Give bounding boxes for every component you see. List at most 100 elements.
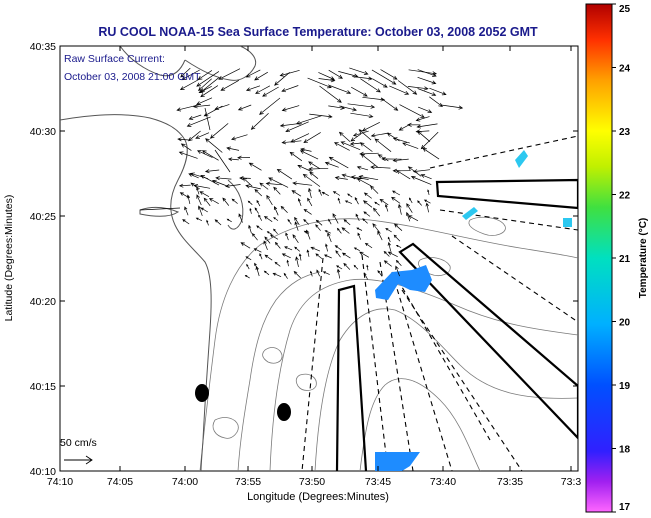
current-vector [181,69,200,81]
current-vector [417,130,431,142]
current-vector [193,184,211,189]
current-vector [254,71,268,81]
current-vector [372,207,381,217]
current-vector [238,213,243,223]
current-vector [339,105,357,112]
current-vector [214,219,222,226]
y-tick-label: 40:30 [30,126,56,138]
current-vector [385,227,392,233]
current-vector [274,261,281,267]
current-vector [283,272,288,279]
x-tick-label: 73:55 [235,476,261,488]
current-vector [336,227,342,234]
current-vector [178,183,191,188]
current-vector [423,199,431,204]
current-vector [397,80,418,95]
current-vector [350,175,369,180]
current-vector [356,178,372,187]
current-vector [374,201,380,206]
current-vector [294,221,299,231]
current-vector [286,259,289,267]
current-vector [384,204,389,212]
current-vector [188,130,201,142]
current-vector [287,218,292,225]
current-vector [335,250,341,258]
current-vector [429,96,443,107]
current-vector [322,271,330,275]
current-vector [380,69,398,80]
marker-dot [195,384,209,402]
current-vector [302,173,321,187]
x-tick-label: 74:00 [172,476,198,488]
current-vector [246,263,250,270]
current-vector [336,265,343,270]
current-vector [182,219,190,225]
current-vector [309,270,313,277]
current-vector [222,197,230,206]
x-tick-label: 73:40 [430,476,456,488]
current-vector [417,76,437,85]
current-vector [200,175,220,186]
current-vector [272,272,282,278]
current-vector [407,215,419,222]
colorbar-tick-label: 25 [619,4,631,15]
current-vector [407,86,429,91]
current-vector [264,236,271,244]
current-vector [245,184,261,190]
current-vector [199,191,210,198]
x-tick-label: 73:50 [299,476,325,488]
scale-vector-arrow [64,455,93,465]
x-axis-ticks: 74:10 74:05 74:00 73:55 73:50 73:45 73:40 73:35… [47,46,581,488]
current-vector [253,248,262,253]
current-vector [254,188,263,197]
current-vector [329,85,352,95]
current-vector [305,229,311,240]
current-vector [310,246,321,252]
current-vector [344,200,353,204]
current-vector [263,216,273,222]
current-vector [332,191,341,196]
current-vector [357,232,362,240]
current-vector [280,205,288,214]
colorbar-tick-label: 22 [619,191,631,202]
current-vector [363,192,372,199]
current-vector [204,169,220,174]
current-vector [196,71,220,87]
current-vector [303,208,312,215]
current-vector [352,130,369,137]
x-tick-label: 73:35 [497,476,523,488]
current-vector [259,97,281,115]
current-vector [274,72,290,86]
current-vector [364,242,373,249]
current-vector [334,245,342,251]
current-vector [324,161,339,168]
radar-coverage-outlines [335,178,578,471]
current-vector [392,158,409,163]
sst-patches [375,150,572,471]
current-vector [281,105,300,112]
current-vector [417,88,437,97]
current-vector [354,196,359,205]
current-vector [303,132,321,144]
current-vector [406,203,413,213]
current-vector [289,151,303,162]
current-vector [356,227,363,231]
current-vector [422,147,440,160]
current-vector [324,230,331,234]
current-vector [349,67,369,75]
current-vector [196,194,202,206]
current-vector [360,153,379,168]
current-vector [306,249,310,257]
current-vector [343,219,351,226]
current-vector [372,78,388,88]
current-vector [383,250,390,257]
current-vector [228,157,239,162]
current-vector [225,184,241,189]
current-vector [214,104,230,111]
scale-vector-label: 50 cm/s [60,437,97,449]
y-tick-label: 40:10 [30,466,56,478]
current-vector [195,132,210,139]
current-vector [201,150,219,161]
current-vector [245,256,252,261]
current-vector [359,142,373,152]
